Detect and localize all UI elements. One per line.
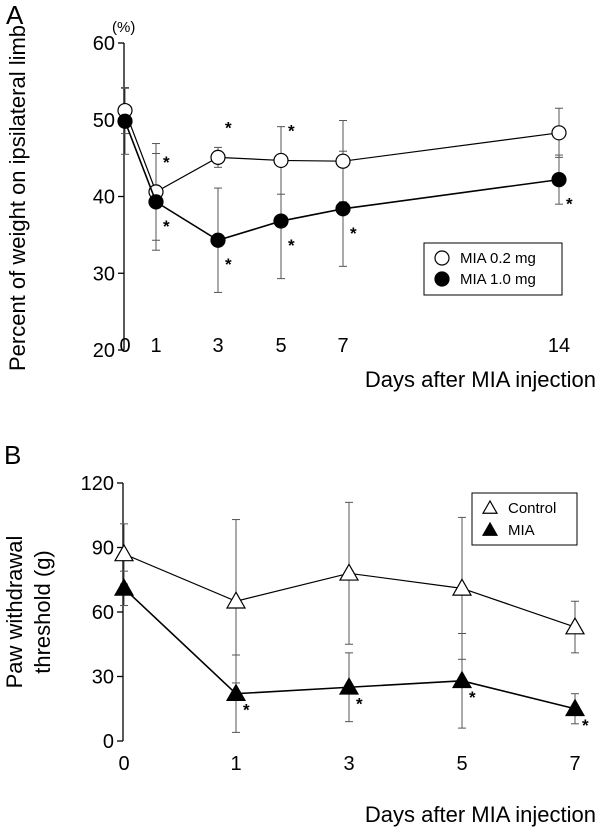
panel-a-series: * * * * * * * * <box>117 102 573 274</box>
series-line-0 <box>124 110 560 193</box>
legend-label: MIA <box>508 522 535 539</box>
significance-star: * <box>288 236 295 255</box>
panel-b-y-axis-title-line-1: Paw withdrawal <box>2 536 27 689</box>
data-point <box>335 201 351 217</box>
significance-star: * <box>225 255 232 274</box>
significance-star: * <box>350 224 357 243</box>
x-tick-label: 3 <box>343 753 354 775</box>
data-point <box>113 543 135 562</box>
y-tick-label: 20 <box>93 340 115 362</box>
panel-a-legend: MIA 0.2 mg MIA 1.0 mg <box>423 242 563 296</box>
data-point <box>338 677 360 695</box>
panel-a-y-axis-title: Percent of weight on ipsilateral limb <box>5 25 30 371</box>
legend-marker <box>481 521 499 536</box>
y-tick-label: 30 <box>92 667 114 689</box>
legend-marker <box>434 250 450 266</box>
panel-a-letter: A <box>6 0 24 30</box>
data-point <box>335 153 351 169</box>
legend-label: MIA 1.0 mg <box>460 271 536 288</box>
significance-star: * <box>566 195 573 214</box>
data-point <box>210 149 226 165</box>
significance-star: * <box>225 118 232 137</box>
panel-a-x-axis-title: Days after MIA injection <box>365 367 596 392</box>
panel-b-x-axis-title: Days after MIA injection <box>365 802 596 827</box>
y-tick-label: 0 <box>103 731 114 753</box>
significance-star: * <box>163 217 170 236</box>
x-tick-label: 7 <box>569 753 580 775</box>
significance-star: * <box>243 701 250 720</box>
y-tick-label: 40 <box>93 187 115 209</box>
x-tick-label: 7 <box>337 335 348 357</box>
data-point <box>225 591 247 609</box>
legend-box <box>423 242 563 296</box>
significance-star: * <box>469 688 476 707</box>
panel-b: B Paw withdrawal threshold (g) Days afte… <box>2 440 596 827</box>
y-tick-label: 30 <box>93 263 115 285</box>
x-tick-label: 0 <box>119 335 130 357</box>
data-point <box>551 172 567 188</box>
panel-a: A (%) Percent of weight on ipsilateral l… <box>5 0 596 392</box>
x-tick-label: 5 <box>456 753 467 775</box>
y-tick-label: 50 <box>93 110 115 132</box>
legend-label: MIA 0.2 mg <box>460 250 536 267</box>
legend-marker <box>481 499 499 514</box>
panel-a-axes: 20 30 40 50 60 0 1 3 5 7 14 <box>93 33 570 362</box>
x-tick-label: 1 <box>230 753 241 775</box>
data-point <box>338 563 360 581</box>
data-point <box>210 232 226 248</box>
x-tick-label: 3 <box>212 335 223 357</box>
x-tick-label: 0 <box>118 753 129 775</box>
y-tick-label: 120 <box>81 473 114 495</box>
data-point <box>117 113 133 129</box>
data-point <box>551 125 567 141</box>
panel-b-series: * * * * <box>113 543 589 735</box>
data-point <box>273 152 289 169</box>
y-tick-label: 90 <box>92 538 114 560</box>
data-point <box>564 616 586 635</box>
significance-star: * <box>582 716 589 735</box>
significance-star: * <box>356 694 363 713</box>
data-point <box>273 213 289 229</box>
data-point <box>564 698 586 717</box>
y-tick-label: 60 <box>93 33 115 55</box>
series-line-1 <box>124 120 560 242</box>
legend-label: Control <box>508 500 556 517</box>
x-tick-label: 5 <box>275 335 286 357</box>
panel-b-letter: B <box>4 440 21 470</box>
x-tick-label: 1 <box>150 335 161 357</box>
significance-star: * <box>163 153 170 172</box>
panel-b-legend: Control MIA <box>471 492 578 546</box>
data-point <box>451 670 473 689</box>
significance-star: * <box>288 121 295 140</box>
data-point <box>225 683 247 702</box>
data-point <box>451 578 473 596</box>
panel-b-y-axis-title-line-2: threshold (g) <box>30 550 55 674</box>
legend-marker <box>434 271 450 287</box>
y-tick-label: 60 <box>92 602 114 624</box>
data-point <box>148 194 164 210</box>
x-tick-label: 14 <box>548 335 570 357</box>
data-point <box>113 578 135 596</box>
panel-a-unit-label: (%) <box>112 19 135 36</box>
panel-b-axes: 0 30 60 90 120 0 1 3 5 7 <box>81 473 581 775</box>
